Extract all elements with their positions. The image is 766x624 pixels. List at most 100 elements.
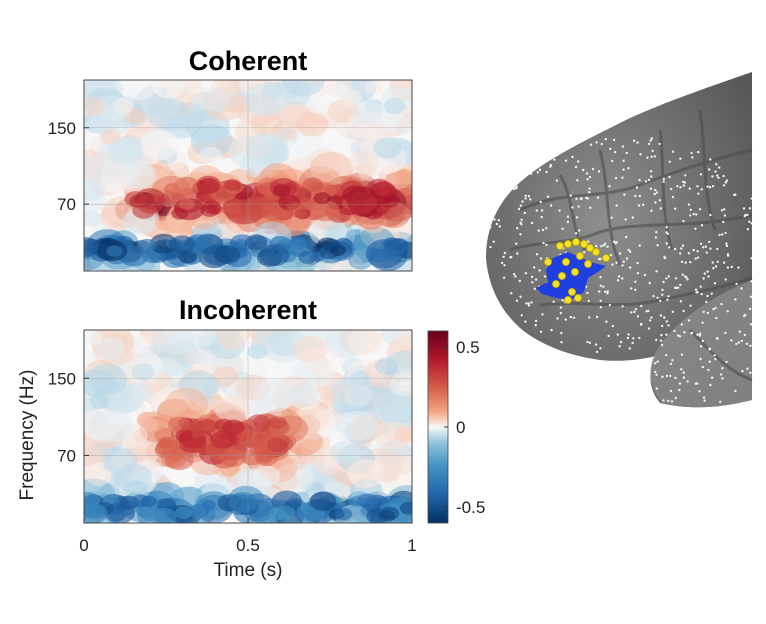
electrode (647, 309, 650, 313)
electrode (572, 316, 576, 319)
electrode (611, 324, 615, 328)
electrode (709, 383, 712, 387)
heatmap-band-cell (269, 416, 287, 429)
heatmap-cell (199, 87, 231, 112)
heatmap-band-cell (384, 238, 410, 257)
incoherent-y-ticks: 70 150 (48, 369, 89, 465)
electrode (626, 336, 630, 340)
electrode (743, 333, 746, 337)
heatmap-cell (371, 390, 412, 423)
electrode (621, 264, 624, 267)
electrode (540, 209, 544, 212)
heatmap-band-cell (302, 177, 324, 193)
electrode (535, 209, 538, 212)
electrode (600, 245, 603, 248)
electrode (724, 278, 727, 281)
electrode (668, 246, 671, 249)
highlighted-electrode (552, 279, 561, 288)
electrode (671, 359, 674, 362)
electrode (559, 311, 563, 315)
heatmap-cell (89, 409, 133, 443)
electrode (622, 168, 625, 171)
heatmap-band-cell (271, 490, 302, 513)
electrode (636, 141, 639, 144)
electrode (655, 191, 658, 194)
heatmap-cell (118, 160, 156, 189)
electrode (689, 214, 692, 217)
heatmap-band-cell (164, 449, 194, 471)
electrode (734, 389, 737, 393)
heatmap-cell (356, 163, 376, 179)
coherent-grid (84, 80, 412, 271)
electrode (680, 323, 683, 326)
electrode (698, 390, 701, 393)
heatmap-band-cell (309, 491, 337, 511)
electrode (633, 310, 636, 314)
electrode (609, 253, 613, 257)
electrode (493, 218, 496, 221)
electrode (738, 330, 741, 333)
heatmap-band-cell (310, 200, 340, 222)
electrode (720, 209, 724, 212)
electrode (699, 242, 703, 245)
electrode (614, 176, 618, 180)
heatmap-cell (84, 330, 102, 346)
heatmap-cell (164, 387, 209, 422)
electrode (705, 251, 708, 254)
heatmap-cell (112, 98, 134, 115)
electrode (679, 300, 683, 303)
coherent-y-ticks: 70 150 (48, 119, 89, 214)
electrode (545, 170, 548, 174)
heatmap-band-cell (369, 249, 389, 263)
electrode (634, 288, 637, 292)
electrode (550, 328, 553, 332)
electrode (681, 244, 685, 247)
electrode (692, 248, 695, 252)
electrode (685, 276, 688, 279)
electrode (716, 247, 719, 251)
electrode (520, 223, 523, 226)
x-axis-label: Time (s) (214, 560, 283, 581)
electrode (684, 174, 687, 177)
heatmap-band-cell (197, 178, 220, 195)
electrode (655, 270, 658, 273)
electrode (585, 196, 588, 199)
highlighted-electrode (558, 271, 567, 280)
electrode (577, 160, 580, 163)
heatmap-cell (301, 433, 325, 451)
heatmap-band-cell (259, 244, 290, 267)
electrode (519, 295, 522, 298)
electrode (527, 195, 531, 198)
electrode (502, 276, 506, 279)
electrode (608, 185, 611, 188)
heatmap-band-cell (173, 176, 201, 196)
electrode (651, 149, 654, 153)
sulcus-line (598, 149, 622, 266)
y-tick-label: 150 (48, 119, 76, 138)
electrode (689, 261, 692, 264)
heatmap-cell (107, 137, 144, 166)
y-axis-label: Frequency (Hz) (17, 370, 38, 501)
electrode (696, 256, 700, 259)
heatmap-cell (216, 330, 247, 350)
electrode (733, 193, 736, 197)
electrode (745, 342, 749, 345)
heatmap-cell (95, 336, 126, 360)
electrode (710, 292, 713, 295)
electrode (622, 159, 625, 162)
electrode (503, 251, 507, 255)
electrode (725, 244, 729, 248)
electrode (662, 280, 665, 284)
electrode (621, 277, 624, 280)
heatmap-cell (394, 426, 412, 444)
electrode (668, 175, 671, 179)
heatmap-cell (199, 146, 222, 165)
electrode (680, 368, 683, 371)
heatmap-band-cell (210, 430, 236, 449)
electrode (607, 334, 610, 338)
electrode (606, 290, 609, 293)
heatmap-cell (192, 330, 217, 347)
electrode (510, 292, 513, 295)
heatmap-cell (253, 380, 295, 412)
electrode (632, 139, 636, 142)
